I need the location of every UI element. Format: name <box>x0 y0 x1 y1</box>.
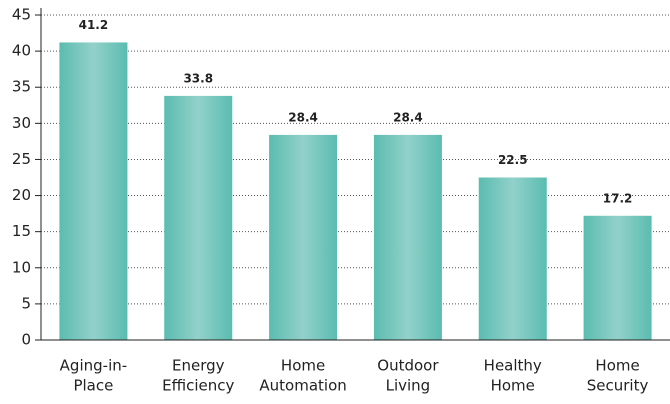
bar <box>583 215 652 340</box>
y-tick-label: 15 <box>12 222 31 240</box>
y-tick-label: 0 <box>21 331 31 349</box>
x-tick-label: Healthy <box>484 357 542 375</box>
y-tick-label: 25 <box>12 150 31 168</box>
x-tick-label: Efficiency <box>162 377 234 395</box>
y-tick-label: 10 <box>12 258 31 276</box>
y-tick-label: 35 <box>12 78 31 96</box>
bar <box>59 42 128 340</box>
x-tick-label: Home <box>491 377 535 395</box>
value-label: 28.4 <box>288 110 318 124</box>
x-tick-label: Aging-in- <box>60 357 127 375</box>
value-label: 41.2 <box>79 18 109 32</box>
x-tick-label: Energy <box>172 357 225 375</box>
y-tick-label: 40 <box>12 42 31 60</box>
x-tick-label: Living <box>386 377 431 395</box>
y-tick-label: 30 <box>12 114 31 132</box>
bar <box>478 177 547 340</box>
y-tick-label: 45 <box>12 6 31 24</box>
bar <box>373 134 442 340</box>
x-tick-label: Outdoor <box>377 357 439 375</box>
value-label: 22.5 <box>498 153 528 167</box>
value-label: 33.8 <box>183 71 213 85</box>
y-tick-label: 20 <box>12 186 31 204</box>
y-tick-label: 5 <box>21 294 31 312</box>
value-label: 28.4 <box>393 110 423 124</box>
x-tick-label: Home <box>595 357 639 375</box>
x-tick-label: Home <box>281 357 325 375</box>
x-tick-label: Place <box>73 377 113 395</box>
value-label: 17.2 <box>603 191 633 205</box>
bar <box>164 95 233 340</box>
x-tick-label: Automation <box>259 377 346 395</box>
x-tick-label: Security <box>587 377 649 395</box>
bar <box>269 134 338 340</box>
